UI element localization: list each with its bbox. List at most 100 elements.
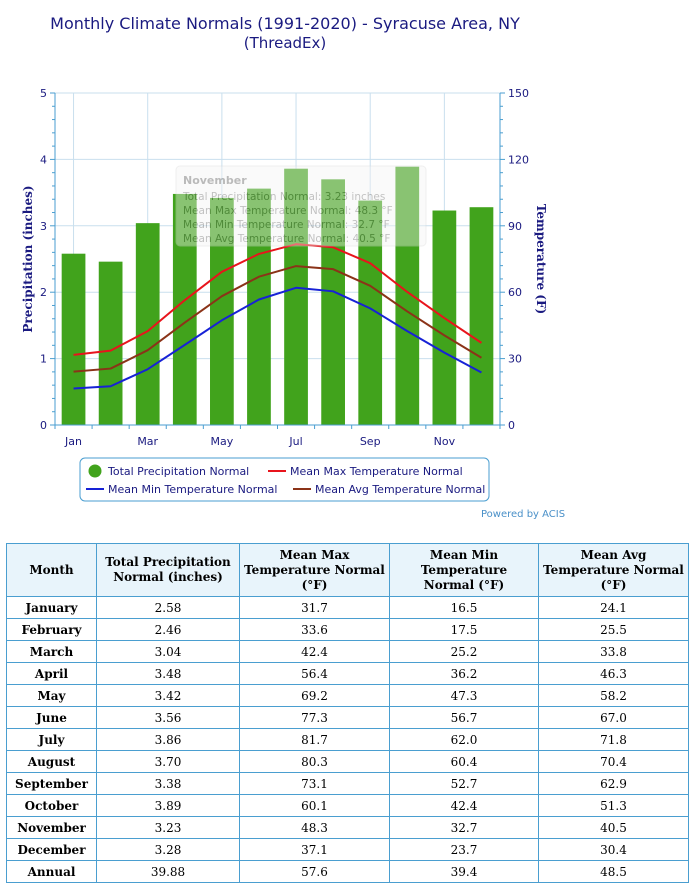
min-temp-cell: 17.5: [389, 618, 539, 641]
max-temp-line: [73, 243, 483, 356]
avg-temp-cell: 67.0: [538, 706, 689, 729]
precipitation-cell: 3.86: [96, 728, 240, 751]
max-temp-cell: 81.7: [239, 728, 390, 751]
month-cell: September: [6, 772, 97, 795]
avg-temp-cell: 71.8: [538, 728, 689, 751]
legend-item-2[interactable]: Mean Min Temperature Normal: [86, 483, 277, 496]
month-cell: December: [6, 838, 97, 861]
table-row: June 3.56 77.3 56.7 67.0: [6, 706, 689, 729]
tooltip-line: Total Precipitation Normal: 3.23 inches: [182, 191, 385, 203]
min-temp-cell: 62.0: [389, 728, 539, 751]
header-month: Month: [6, 543, 97, 597]
precip-bar-oct: [395, 166, 420, 426]
x-tick-label: Mar: [137, 435, 158, 448]
x-tick-label: Sep: [360, 435, 381, 448]
tooltip-box: [175, 165, 427, 247]
y-left-tick-label: 4: [40, 153, 47, 166]
min-temp-cell: 52.7: [389, 772, 539, 795]
precipitation-cell: 2.58: [96, 596, 240, 619]
min-temp-cell: 23.7: [389, 838, 539, 861]
max-temp-cell: 33.6: [239, 618, 390, 641]
precipitation-cell: 3.89: [96, 794, 240, 817]
month-cell: Annual: [6, 860, 97, 883]
precipitation-cell: 3.28: [96, 838, 240, 861]
min-temp-cell: 16.5: [389, 596, 539, 619]
min-temp-cell: 36.2: [389, 662, 539, 685]
y-axis-left-label: Precipitation (inches): [21, 185, 35, 332]
legend-item-1[interactable]: Mean Max Temperature Normal: [268, 465, 463, 478]
x-tick-label: Jul: [288, 435, 302, 448]
avg-temp-cell: 51.3: [538, 794, 689, 817]
legend-label: Mean Min Temperature Normal: [108, 483, 277, 496]
table-row: December 3.28 37.1 23.7 30.4: [6, 838, 689, 861]
precip-bar-may: [210, 197, 234, 425]
x-tick-label: Jan: [64, 435, 82, 448]
precip-bar-jan: [61, 253, 86, 425]
avg-temp-cell: 48.5: [538, 860, 689, 883]
table-row: May 3.42 69.2 47.3 58.2: [6, 684, 689, 707]
precip-bar-mar: [135, 223, 160, 425]
avg-temp-cell: 46.3: [538, 662, 689, 685]
acis-credit-link[interactable]: Powered by ACIS: [481, 509, 566, 520]
y-left-tick-label: 3: [40, 220, 47, 233]
climate-chart: Monthly Climate Normals (1991-2020) - Sy…: [21, 14, 548, 502]
month-cell: March: [6, 640, 97, 663]
min-temp-cell: 47.3: [389, 684, 539, 707]
x-tick-label: May: [211, 435, 234, 448]
y-right-tick-label: 120: [508, 153, 529, 166]
max-temp-cell: 48.3: [239, 816, 390, 839]
precipitation-cell: 3.04: [96, 640, 240, 663]
max-temp-cell: 80.3: [239, 750, 390, 773]
min-temp-cell: 42.4: [389, 794, 539, 817]
avg-temp-line: [73, 265, 482, 373]
legend-item-0[interactable]: Total Precipitation Normal: [88, 464, 250, 479]
table-row: July 3.86 81.7 62.0 71.8: [6, 728, 689, 751]
min-temp-cell: 60.4: [389, 750, 539, 773]
legend-label: Mean Avg Temperature Normal: [315, 483, 485, 496]
max-temp-cell: 73.1: [239, 772, 390, 795]
min-temp-line: [73, 286, 482, 390]
avg-temp-cell: 62.9: [538, 772, 689, 795]
avg-temp-cell: 33.8: [538, 640, 689, 663]
table-row: January 2.58 31.7 16.5 24.1: [6, 596, 689, 619]
table-row: Annual 39.88 57.6 39.4 48.5: [6, 860, 689, 883]
tooltip-line: Mean Avg Temperature Normal: 40.5 °F: [183, 233, 390, 245]
max-temp-cell: 42.4: [239, 640, 390, 663]
max-temp-cell: 60.1: [239, 794, 390, 817]
avg-temp-cell: 25.5: [538, 618, 689, 641]
y-axis-right-label: Temperature (F): [534, 204, 548, 314]
precip-bar-feb: [98, 261, 123, 425]
precip-bar-aug: [321, 179, 345, 425]
month-cell: July: [6, 728, 97, 751]
table-row: September 3.38 73.1 52.7 62.9: [6, 772, 689, 795]
table-row: November 3.23 48.3 32.7 40.5: [6, 816, 689, 839]
legend-item-3[interactable]: Mean Avg Temperature Normal: [293, 483, 485, 496]
max-temp-cell: 31.7: [239, 596, 390, 619]
precip-bar-apr: [172, 193, 197, 425]
header-min-temp: Mean Min Temperature Normal (°F): [389, 543, 539, 597]
table-row: March 3.04 42.4 25.2 33.8: [6, 640, 689, 663]
min-temp-cell: 39.4: [389, 860, 539, 883]
legend-box: [79, 457, 490, 502]
month-cell: May: [6, 684, 97, 707]
table-header-row: Month Total Precipitation Normal (inches…: [6, 543, 689, 597]
header-max-temp: Mean Max Temperature Normal (°F): [239, 543, 390, 597]
y-left-tick-label: 0: [40, 419, 47, 432]
precipitation-cell: 3.38: [96, 772, 240, 795]
precipitation-cell: 3.56: [96, 706, 240, 729]
chart-title: Monthly Climate Normals (1991-2020) - Sy…: [50, 14, 520, 33]
legend-marker-circle-icon: [88, 464, 102, 478]
tooltip-line: Mean Min Temperature Normal: 32.7 °F: [183, 219, 390, 231]
avg-temp-cell: 24.1: [538, 596, 689, 619]
table-row: April 3.48 56.4 36.2 46.3: [6, 662, 689, 685]
max-temp-cell: 57.6: [239, 860, 390, 883]
chart-subtitle: (ThreadEx): [244, 34, 327, 52]
avg-temp-cell: 30.4: [538, 838, 689, 861]
month-cell: April: [6, 662, 97, 685]
precipitation-cell: 3.48: [96, 662, 240, 685]
table-row: February 2.46 33.6 17.5 25.5: [6, 618, 689, 641]
legend-label: Mean Max Temperature Normal: [290, 465, 463, 478]
tooltip-line: Mean Max Temperature Normal: 48.3 °F: [183, 205, 393, 217]
max-temp-cell: 77.3: [239, 706, 390, 729]
month-cell: February: [6, 618, 97, 641]
